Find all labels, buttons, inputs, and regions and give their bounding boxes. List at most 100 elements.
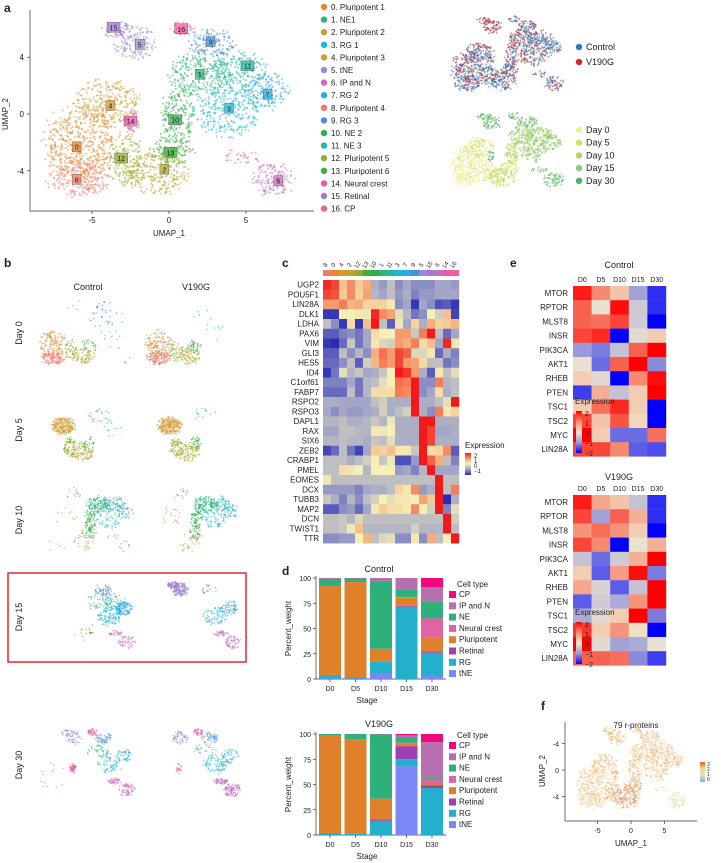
umap-point (91, 186, 94, 189)
umap-point (556, 49, 559, 51)
umap-point (215, 69, 218, 72)
umap-point (217, 121, 220, 123)
umap-point (172, 129, 175, 132)
umap-point (225, 67, 228, 70)
umap-point (116, 83, 119, 86)
umap-point (184, 88, 187, 91)
umap-point (50, 151, 53, 153)
umap-point (66, 167, 68, 170)
umap-point (516, 32, 519, 34)
umap-point (238, 50, 241, 53)
umap-point (512, 59, 515, 61)
umap-point (198, 49, 200, 51)
umap-point (115, 97, 118, 100)
umap-point (115, 103, 118, 106)
umap-point (154, 142, 157, 145)
umap-point (500, 68, 502, 71)
umap-point (74, 155, 77, 158)
umap-point (81, 94, 83, 97)
umap-point (125, 174, 128, 177)
umap-point (89, 140, 91, 143)
umap-point (171, 90, 174, 93)
umap-point (142, 36, 145, 39)
umap-point (174, 132, 177, 135)
umap-point (165, 127, 167, 130)
umap-point (129, 89, 131, 92)
umap-point (226, 55, 228, 57)
umap-point (474, 66, 477, 69)
umap-point (142, 56, 145, 59)
umap-point (537, 61, 540, 64)
umap-point (128, 161, 131, 164)
umap-point (114, 112, 116, 115)
umap-point (456, 85, 458, 87)
umap-point (176, 170, 178, 173)
umap-point (133, 113, 136, 116)
umap-point (137, 50, 140, 53)
umap-point (477, 61, 479, 64)
umap-point (258, 76, 261, 79)
umap-point (168, 103, 171, 106)
umap-point (95, 168, 98, 171)
umap-point (477, 59, 480, 62)
umap-point (247, 129, 250, 132)
umap-point (138, 145, 141, 148)
umap-point (279, 93, 282, 96)
umap-point (67, 118, 70, 121)
umap-point (170, 172, 173, 175)
umap-point (76, 151, 79, 154)
umap-point (514, 69, 517, 72)
umap-point (201, 58, 204, 61)
umap-point (560, 83, 563, 86)
umap-point (208, 77, 211, 80)
umap-point (166, 186, 169, 189)
umap-point (179, 141, 182, 144)
umap-point (510, 53, 512, 56)
umap-point (127, 138, 130, 141)
umap-point (180, 87, 183, 90)
umap-point (132, 158, 135, 161)
umap-point (81, 136, 84, 139)
umap-point (514, 71, 517, 74)
umap-point (522, 20, 525, 23)
umap-point (59, 124, 61, 127)
umap-point (90, 131, 93, 134)
umap-point (255, 89, 257, 92)
umap-point (77, 160, 80, 163)
umap-point (481, 79, 484, 82)
umap-point (175, 99, 178, 102)
umap-point (482, 26, 485, 28)
umap-point (210, 107, 213, 110)
umap-point (199, 88, 201, 90)
umap-point (162, 185, 165, 188)
umap-point (68, 141, 70, 144)
umap-point (93, 118, 96, 121)
umap-point (263, 182, 266, 185)
umap-point (529, 32, 532, 35)
umap-point (213, 99, 216, 102)
umap-point (137, 36, 140, 39)
umap-point (282, 163, 285, 165)
umap-point (465, 70, 467, 73)
umap-point (247, 97, 250, 100)
umap-point (504, 84, 507, 87)
umap-point (203, 88, 206, 91)
umap-point (462, 170, 464, 172)
umap-point (481, 170, 484, 173)
umap-point (86, 129, 89, 132)
umap-point (119, 89, 122, 92)
umap-point (243, 126, 246, 129)
umap-point (226, 159, 229, 162)
umap-point (124, 96, 127, 99)
umap-point (454, 72, 457, 75)
umap-point (168, 180, 171, 183)
umap-point (262, 75, 265, 78)
umap-point (177, 183, 180, 186)
umap-point (286, 84, 289, 87)
umap-point (261, 87, 264, 90)
umap-point (269, 163, 272, 166)
umap-point (123, 114, 126, 117)
umap-point (223, 38, 226, 41)
umap-point (170, 125, 173, 128)
umap-point (473, 83, 476, 86)
